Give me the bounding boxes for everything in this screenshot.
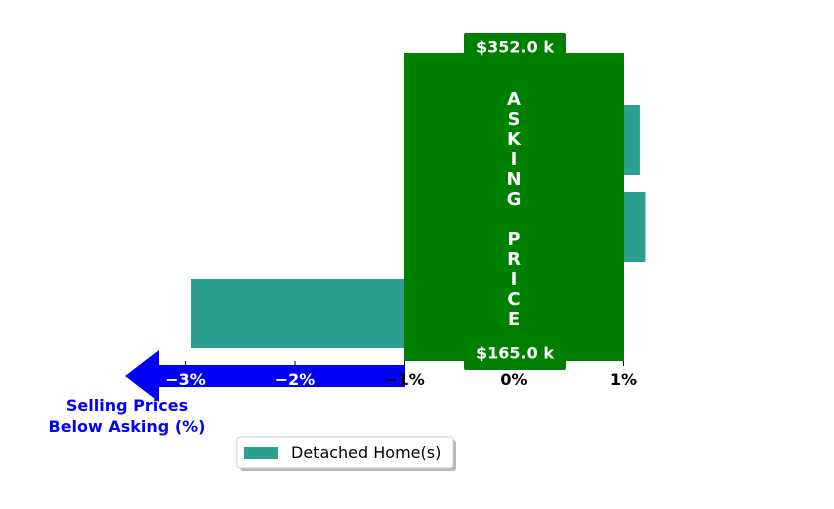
legend: Detached Home(s) bbox=[236, 436, 456, 471]
asking-letter: S bbox=[508, 109, 521, 130]
asking-price-band bbox=[404, 53, 624, 361]
legend-label: Detached Home(s) bbox=[291, 443, 441, 462]
asking-letter: I bbox=[511, 269, 518, 290]
legend-swatch bbox=[244, 447, 278, 459]
x-axis: −3% −2% −1% 0% 1% bbox=[165, 361, 637, 389]
x-tick-label: −1% bbox=[384, 370, 425, 389]
bottom-price-box bbox=[464, 341, 566, 370]
x-tick-label: −2% bbox=[275, 370, 316, 389]
top-price-box bbox=[464, 33, 566, 62]
x-tick-label: −3% bbox=[165, 370, 206, 389]
below-label-line2: Below Asking (%) bbox=[49, 417, 206, 436]
asking-letter: R bbox=[507, 249, 521, 270]
x-tick-label: 0% bbox=[500, 370, 527, 389]
top-price-label: $352.0 k bbox=[476, 38, 554, 57]
asking-letter: K bbox=[507, 129, 522, 150]
asking-band-rect bbox=[404, 53, 624, 361]
asking-letter: C bbox=[507, 289, 520, 310]
below-label-line1: Selling Prices bbox=[66, 396, 188, 415]
x-tick-label: 1% bbox=[610, 370, 637, 389]
asking-letter: I bbox=[511, 149, 518, 170]
asking-letter: E bbox=[508, 309, 520, 330]
asking-letter: A bbox=[507, 89, 521, 110]
asking-letter: N bbox=[506, 169, 521, 190]
asking-letter: G bbox=[507, 189, 522, 210]
legend-box bbox=[236, 436, 454, 469]
below-asking-arrow: Selling Prices Below Asking (%) bbox=[49, 350, 405, 436]
asking-letter: P bbox=[507, 229, 520, 250]
bottom-price-label: $165.0 k bbox=[476, 344, 554, 363]
below-arrow-shape bbox=[125, 350, 405, 402]
